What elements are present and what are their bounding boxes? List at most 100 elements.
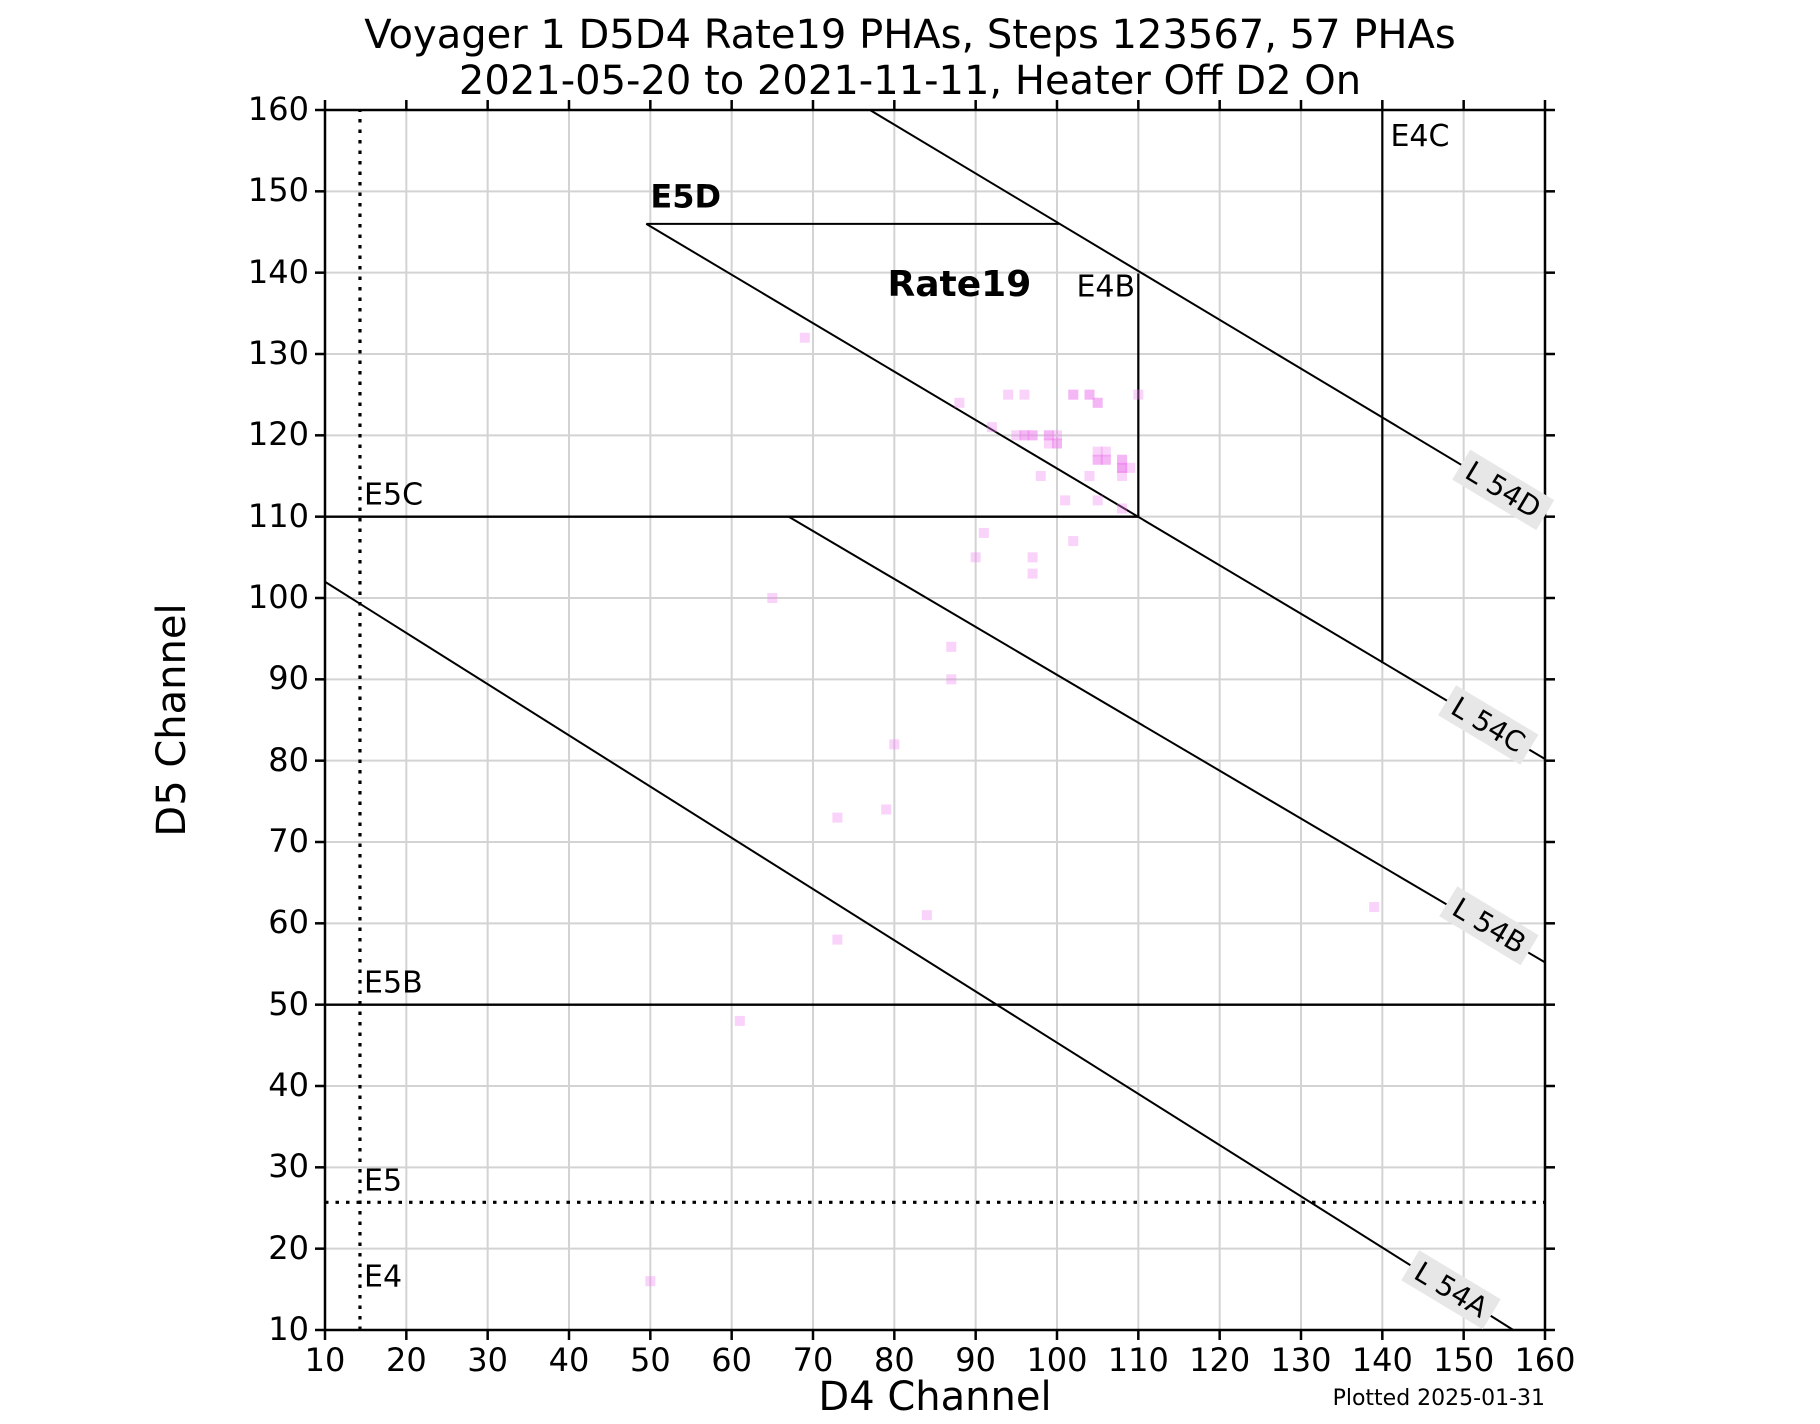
data-point	[1117, 503, 1128, 514]
data-point	[881, 804, 892, 815]
data-point	[1011, 430, 1022, 441]
y-tick-label: 100	[247, 578, 309, 617]
data-point	[1060, 495, 1071, 506]
y-tick-label: 130	[247, 334, 309, 373]
data-point	[1084, 389, 1095, 400]
data-point	[1092, 446, 1103, 457]
data-point	[1019, 389, 1030, 400]
data-point	[1369, 902, 1380, 913]
data-point	[1092, 454, 1103, 465]
y-tick-label: 120	[247, 415, 309, 454]
data-point	[1133, 389, 1144, 400]
data-point	[1068, 536, 1079, 547]
data-point	[1117, 470, 1128, 481]
data-point	[1100, 446, 1111, 457]
data-point	[1019, 430, 1030, 441]
x-tick-label: 130	[1270, 1340, 1332, 1379]
data-point	[1092, 397, 1103, 408]
label-rate19: Rate19	[887, 263, 1032, 305]
data-point	[1027, 568, 1038, 579]
data-point	[954, 397, 965, 408]
y-tick-label: 40	[268, 1066, 309, 1105]
data-point	[1117, 454, 1128, 465]
data-point	[832, 934, 843, 945]
x-tick-label: 90	[955, 1340, 997, 1379]
x-tick-label: 150	[1433, 1340, 1495, 1379]
data-point	[1092, 454, 1103, 465]
x-axis-title: D4 Channel	[818, 1374, 1052, 1420]
data-point	[1027, 430, 1038, 441]
y-tick-label: 50	[268, 984, 309, 1023]
x-tick-label: 20	[385, 1340, 427, 1379]
x-tick-label: 30	[467, 1340, 509, 1379]
data-point	[946, 641, 957, 652]
data-point	[1051, 438, 1062, 449]
data-point	[645, 1276, 656, 1287]
label-e5c: E5C	[364, 477, 424, 513]
x-tick-label: 80	[873, 1340, 915, 1379]
label-e4: E4	[364, 1259, 403, 1295]
data-point	[1027, 552, 1038, 563]
data-point	[1117, 462, 1128, 473]
data-point	[1068, 389, 1079, 400]
data-point	[1125, 462, 1136, 473]
data-point	[734, 1015, 745, 1026]
label-e5b: E5B	[364, 965, 423, 1001]
data-point	[1100, 454, 1111, 465]
data-points	[645, 332, 1380, 1287]
x-tick-label: 70	[792, 1340, 834, 1379]
y-tick-label: 70	[268, 822, 309, 861]
l54b-line	[788, 515, 1546, 964]
data-point	[1043, 438, 1054, 449]
boundary-lines	[324, 109, 1546, 1331]
data-point	[1117, 462, 1128, 473]
y-tick-label: 80	[268, 740, 309, 779]
data-point	[1100, 454, 1111, 465]
l54d-line	[869, 109, 1546, 516]
data-point	[1027, 430, 1038, 441]
y-axis-title: D5 Channel	[149, 603, 195, 837]
label-e4c: E4C	[1390, 119, 1450, 155]
data-point	[1019, 430, 1030, 441]
chart-subtitle: 2021-05-20 to 2021-11-11, Heater Off D2 …	[458, 58, 1362, 104]
y-tick-label: 140	[247, 252, 309, 291]
plot-border	[323, 108, 1547, 1332]
data-point	[1035, 470, 1046, 481]
data-point	[1043, 430, 1054, 441]
data-point	[1117, 462, 1128, 473]
y-tick-label: 10	[268, 1310, 309, 1349]
data-point	[767, 592, 778, 603]
data-point	[799, 332, 810, 343]
data-point	[889, 739, 900, 750]
y-tick-label: 160	[247, 90, 309, 129]
x-tick-label: 100	[1026, 1340, 1088, 1379]
label-e5d: E5D	[650, 177, 722, 216]
x-tick-label: 140	[1351, 1340, 1413, 1379]
l54a-line	[324, 580, 1514, 1331]
data-point	[1092, 397, 1103, 408]
data-point	[946, 674, 957, 685]
chart-title: Voyager 1 D5D4 Rate19 PHAs, Steps 123567…	[364, 12, 1456, 58]
plotted-date-note: Plotted 2025-01-31	[1332, 1386, 1545, 1411]
data-point	[1003, 389, 1014, 400]
y-tick-label: 150	[247, 171, 309, 210]
data-point	[921, 910, 932, 921]
data-point	[1092, 495, 1103, 506]
data-point	[1068, 389, 1079, 400]
y-tick-label: 90	[268, 659, 309, 698]
y-tick-label: 30	[268, 1147, 309, 1186]
axes-frame	[315, 100, 1555, 1340]
x-tick-label: 10	[304, 1340, 346, 1379]
data-point	[1051, 430, 1062, 441]
data-point	[1051, 438, 1062, 449]
data-point	[978, 527, 989, 538]
x-tick-label: 40	[548, 1340, 590, 1379]
data-point	[832, 812, 843, 823]
label-e5: E5	[364, 1163, 403, 1199]
x-tick-label: 50	[629, 1340, 671, 1379]
gridlines	[325, 110, 1545, 1330]
x-tick-label: 60	[711, 1340, 753, 1379]
data-point	[986, 422, 997, 433]
